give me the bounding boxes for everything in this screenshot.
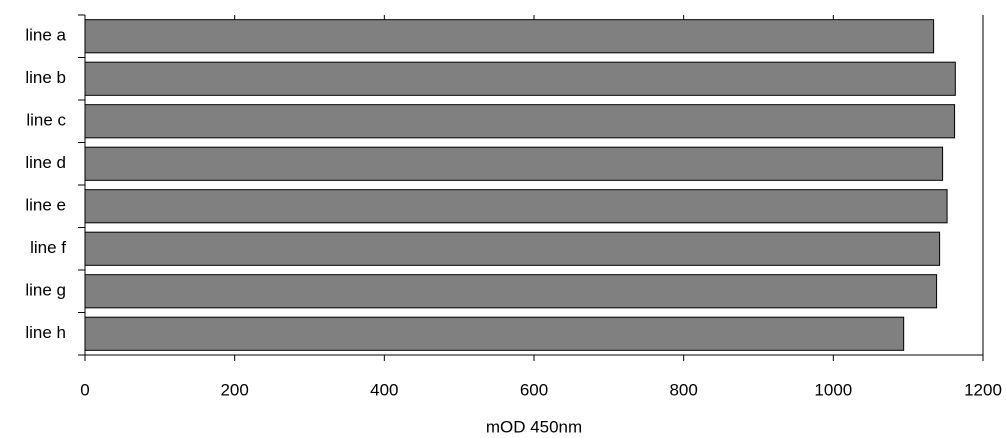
bar — [84, 274, 938, 309]
x-tick-label: 200 — [220, 380, 248, 399]
x-tick-label: 1200 — [964, 380, 1002, 399]
bar — [84, 19, 935, 54]
x-tick-label: 400 — [370, 380, 398, 399]
x-tick-label: 800 — [669, 380, 697, 399]
y-tick-label: line g — [25, 281, 66, 300]
x-axis-title: mOD 450nm — [486, 417, 582, 436]
y-tick-label: line b — [25, 68, 66, 87]
x-tick-label: 600 — [520, 380, 548, 399]
y-tick-label: line e — [25, 196, 66, 215]
bar — [84, 104, 956, 139]
bar — [84, 146, 944, 181]
x-tick-label: 0 — [80, 380, 89, 399]
bar — [84, 61, 956, 96]
y-tick-label: line d — [25, 153, 66, 172]
bar — [84, 189, 948, 224]
x-tick-label: 1000 — [814, 380, 852, 399]
y-tick-label: line a — [25, 26, 66, 45]
y-tick-label: line f — [30, 238, 66, 257]
bar — [84, 316, 905, 351]
y-tick-label: line h — [25, 323, 66, 342]
bar — [84, 231, 941, 266]
y-tick-label: line c — [26, 111, 66, 130]
